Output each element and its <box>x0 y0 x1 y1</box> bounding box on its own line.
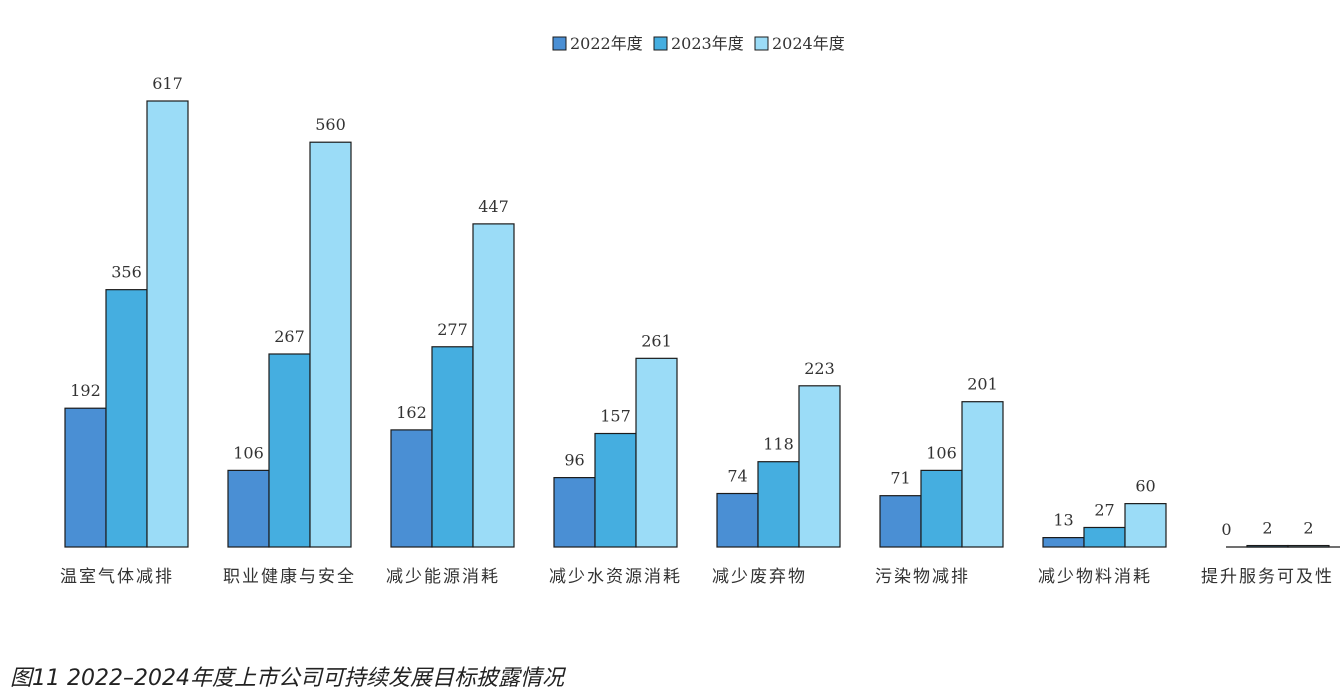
data-label-6-2: 106 <box>926 443 957 462</box>
data-label-5-3: 223 <box>804 359 835 378</box>
data-label-7-3: 60 <box>1135 477 1155 496</box>
data-label-1-3: 617 <box>152 74 183 93</box>
data-label-7-1: 13 <box>1053 511 1073 530</box>
bar-4-1 <box>553 477 596 548</box>
chart-bars <box>64 100 1340 548</box>
category-label-1: 温室气体减排 <box>60 567 174 587</box>
data-label-8-2: 2 <box>1262 519 1272 538</box>
bar-1-2 <box>105 289 148 548</box>
bar-6-3 <box>961 401 1004 548</box>
bar-6-2 <box>920 469 963 548</box>
legend-swatch-2 <box>653 36 668 51</box>
bar-5-3 <box>798 385 841 548</box>
data-label-6-1: 71 <box>890 469 910 488</box>
data-label-8-1: 0 <box>1221 520 1231 539</box>
category-label-8: 提升服务可及性 <box>1201 567 1334 587</box>
data-label-1-1: 192 <box>70 381 101 400</box>
bar-5-1 <box>716 492 759 548</box>
data-label-2-1: 106 <box>233 443 264 462</box>
legend-label-3: 2024年度 <box>772 34 845 53</box>
bar-7-3 <box>1124 503 1167 548</box>
data-label-5-2: 118 <box>763 435 794 454</box>
bar-2-2 <box>268 353 311 548</box>
bar-7-2 <box>1083 526 1126 548</box>
data-label-3-3: 447 <box>478 197 509 216</box>
data-label-1-2: 356 <box>111 263 142 282</box>
bar-2-3 <box>309 141 352 548</box>
category-label-4: 减少水资源消耗 <box>549 567 682 587</box>
bar-1-1 <box>64 407 107 548</box>
data-label-2-3: 560 <box>315 115 346 134</box>
chart-value-labels: 192 356 617 106 267 560 162 277 447 96 157 261 74 118… <box>70 74 1313 539</box>
legend-label-2: 2023年度 <box>671 34 744 53</box>
figure-caption: 图11 2022–2024年度上市公司可持续发展目标披露情况 <box>10 666 564 691</box>
data-label-4-2: 157 <box>600 407 631 426</box>
bar-5-2 <box>757 461 800 548</box>
data-label-8-3: 2 <box>1303 519 1313 538</box>
chart-category-labels: 温室气体减排 职业健康与安全 减少能源消耗 减少水资源消耗 减少废弃物 污染物减排 减少物料… <box>60 567 1334 587</box>
bar-2-1 <box>227 469 270 548</box>
data-label-5-1: 74 <box>727 467 747 486</box>
category-label-7: 减少物料消耗 <box>1038 567 1152 587</box>
data-label-2-2: 267 <box>274 327 305 346</box>
category-label-3: 减少能源消耗 <box>386 567 500 587</box>
category-label-5: 减少废弃物 <box>712 567 807 587</box>
data-label-3-2: 277 <box>437 320 468 339</box>
bar-3-3 <box>472 223 515 548</box>
legend-label-1: 2022年度 <box>570 34 643 53</box>
legend-swatch-3 <box>754 36 769 51</box>
category-label-2: 职业健康与安全 <box>223 567 356 587</box>
bar-3-1 <box>390 429 433 548</box>
data-label-7-2: 27 <box>1094 500 1114 519</box>
legend-swatch-1 <box>552 36 567 51</box>
data-label-4-3: 261 <box>641 331 672 350</box>
bar-6-1 <box>879 495 922 548</box>
bar-4-2 <box>594 432 637 548</box>
data-label-3-1: 162 <box>396 403 427 422</box>
bar-1-3 <box>146 100 189 548</box>
data-label-4-1: 96 <box>564 451 584 470</box>
data-label-6-3: 201 <box>967 375 998 394</box>
chart-legend: 2022年度 2023年度 2024年度 <box>552 34 845 53</box>
bar-4-3 <box>635 357 678 548</box>
bar-chart: 2022年度 2023年度 2024年度 192 356 617 106 267 560 162… <box>60 34 1340 587</box>
bar-7-1 <box>1042 537 1085 548</box>
category-label-6: 污染物减排 <box>875 567 970 587</box>
bar-3-2 <box>431 346 474 548</box>
